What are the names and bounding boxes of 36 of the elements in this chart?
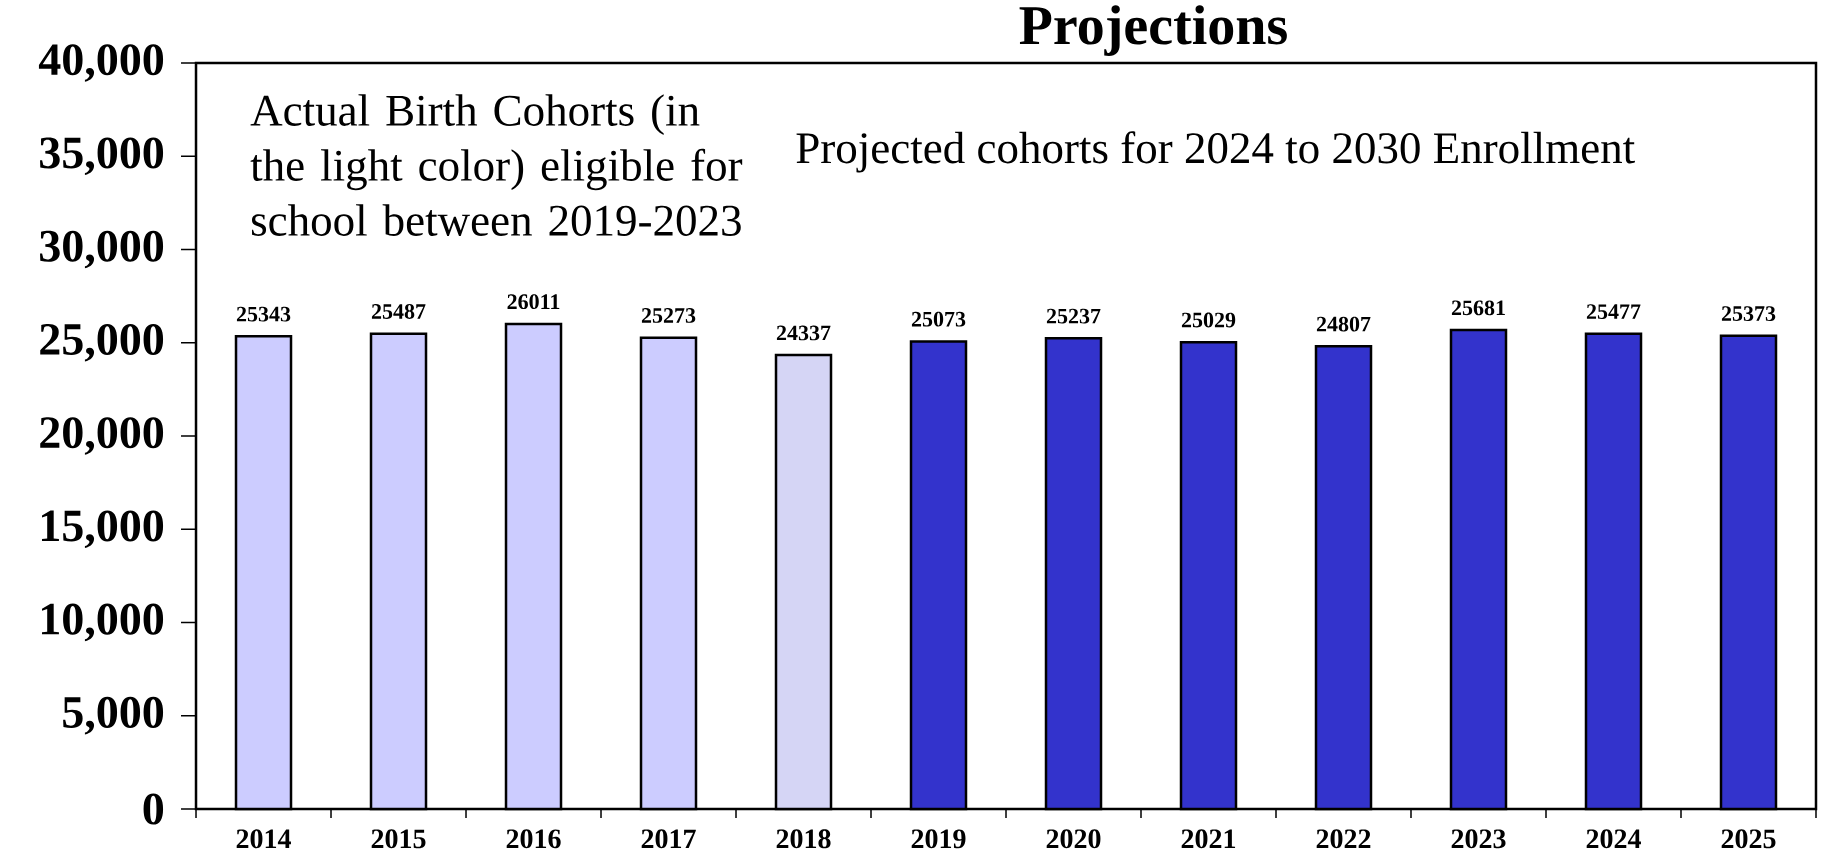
data-label: 24337	[776, 325, 831, 341]
data-label: 25029	[1181, 312, 1236, 328]
data-label: 25073	[911, 311, 966, 327]
x-tick-label: 2021	[1181, 829, 1236, 849]
x-tick-label: 2025	[1721, 829, 1776, 849]
data-label: 25273	[641, 308, 696, 323]
y-tick-label: 40,000	[38, 44, 164, 82]
x-tick-label: 2023	[1451, 829, 1506, 849]
data-label: 25681	[1451, 300, 1505, 316]
y-tick-label: 25,000	[40, 323, 164, 362]
x-tick-label: 2018	[776, 829, 831, 849]
chart-title: Projections	[1019, 5, 1287, 56]
x-tick-label: 2016	[506, 829, 561, 849]
y-tick-label: 35,000	[40, 137, 164, 176]
data-label: 26011	[507, 294, 560, 310]
x-tick-label: 2017	[641, 829, 696, 849]
x-tick-label: 2020	[1046, 829, 1101, 849]
data-label: 24807	[1316, 316, 1371, 332]
y-tick-label: 5,000	[63, 696, 164, 735]
annotation: Actual Birth Cohorts (in the light color) eligible for school between 2019-2023	[250, 94, 743, 236]
x-tick-label: 2019	[911, 829, 966, 849]
data-label: 25373	[1721, 306, 1776, 321]
data-label: 25487	[371, 304, 426, 319]
data-label: 25477	[1586, 304, 1641, 320]
annotation: Projected cohorts for 2024 to 2030 Enrollment	[796, 131, 1635, 173]
x-tick-label: 2022	[1316, 829, 1371, 849]
y-tick-label: 30,000	[40, 230, 164, 269]
x-tick-label: 2014	[236, 829, 291, 849]
x-tick-label: 2015	[371, 829, 426, 849]
y-tick-label: 15,000	[42, 510, 164, 549]
x-tick-label: 2024	[1586, 829, 1641, 849]
y-tick-label: 0	[143, 793, 164, 825]
y-tick-label: 20,000	[40, 417, 164, 455]
data-label: 25237	[1046, 308, 1101, 324]
data-label: 25343	[236, 306, 291, 322]
y-tick-label: 10,000	[42, 603, 164, 642]
